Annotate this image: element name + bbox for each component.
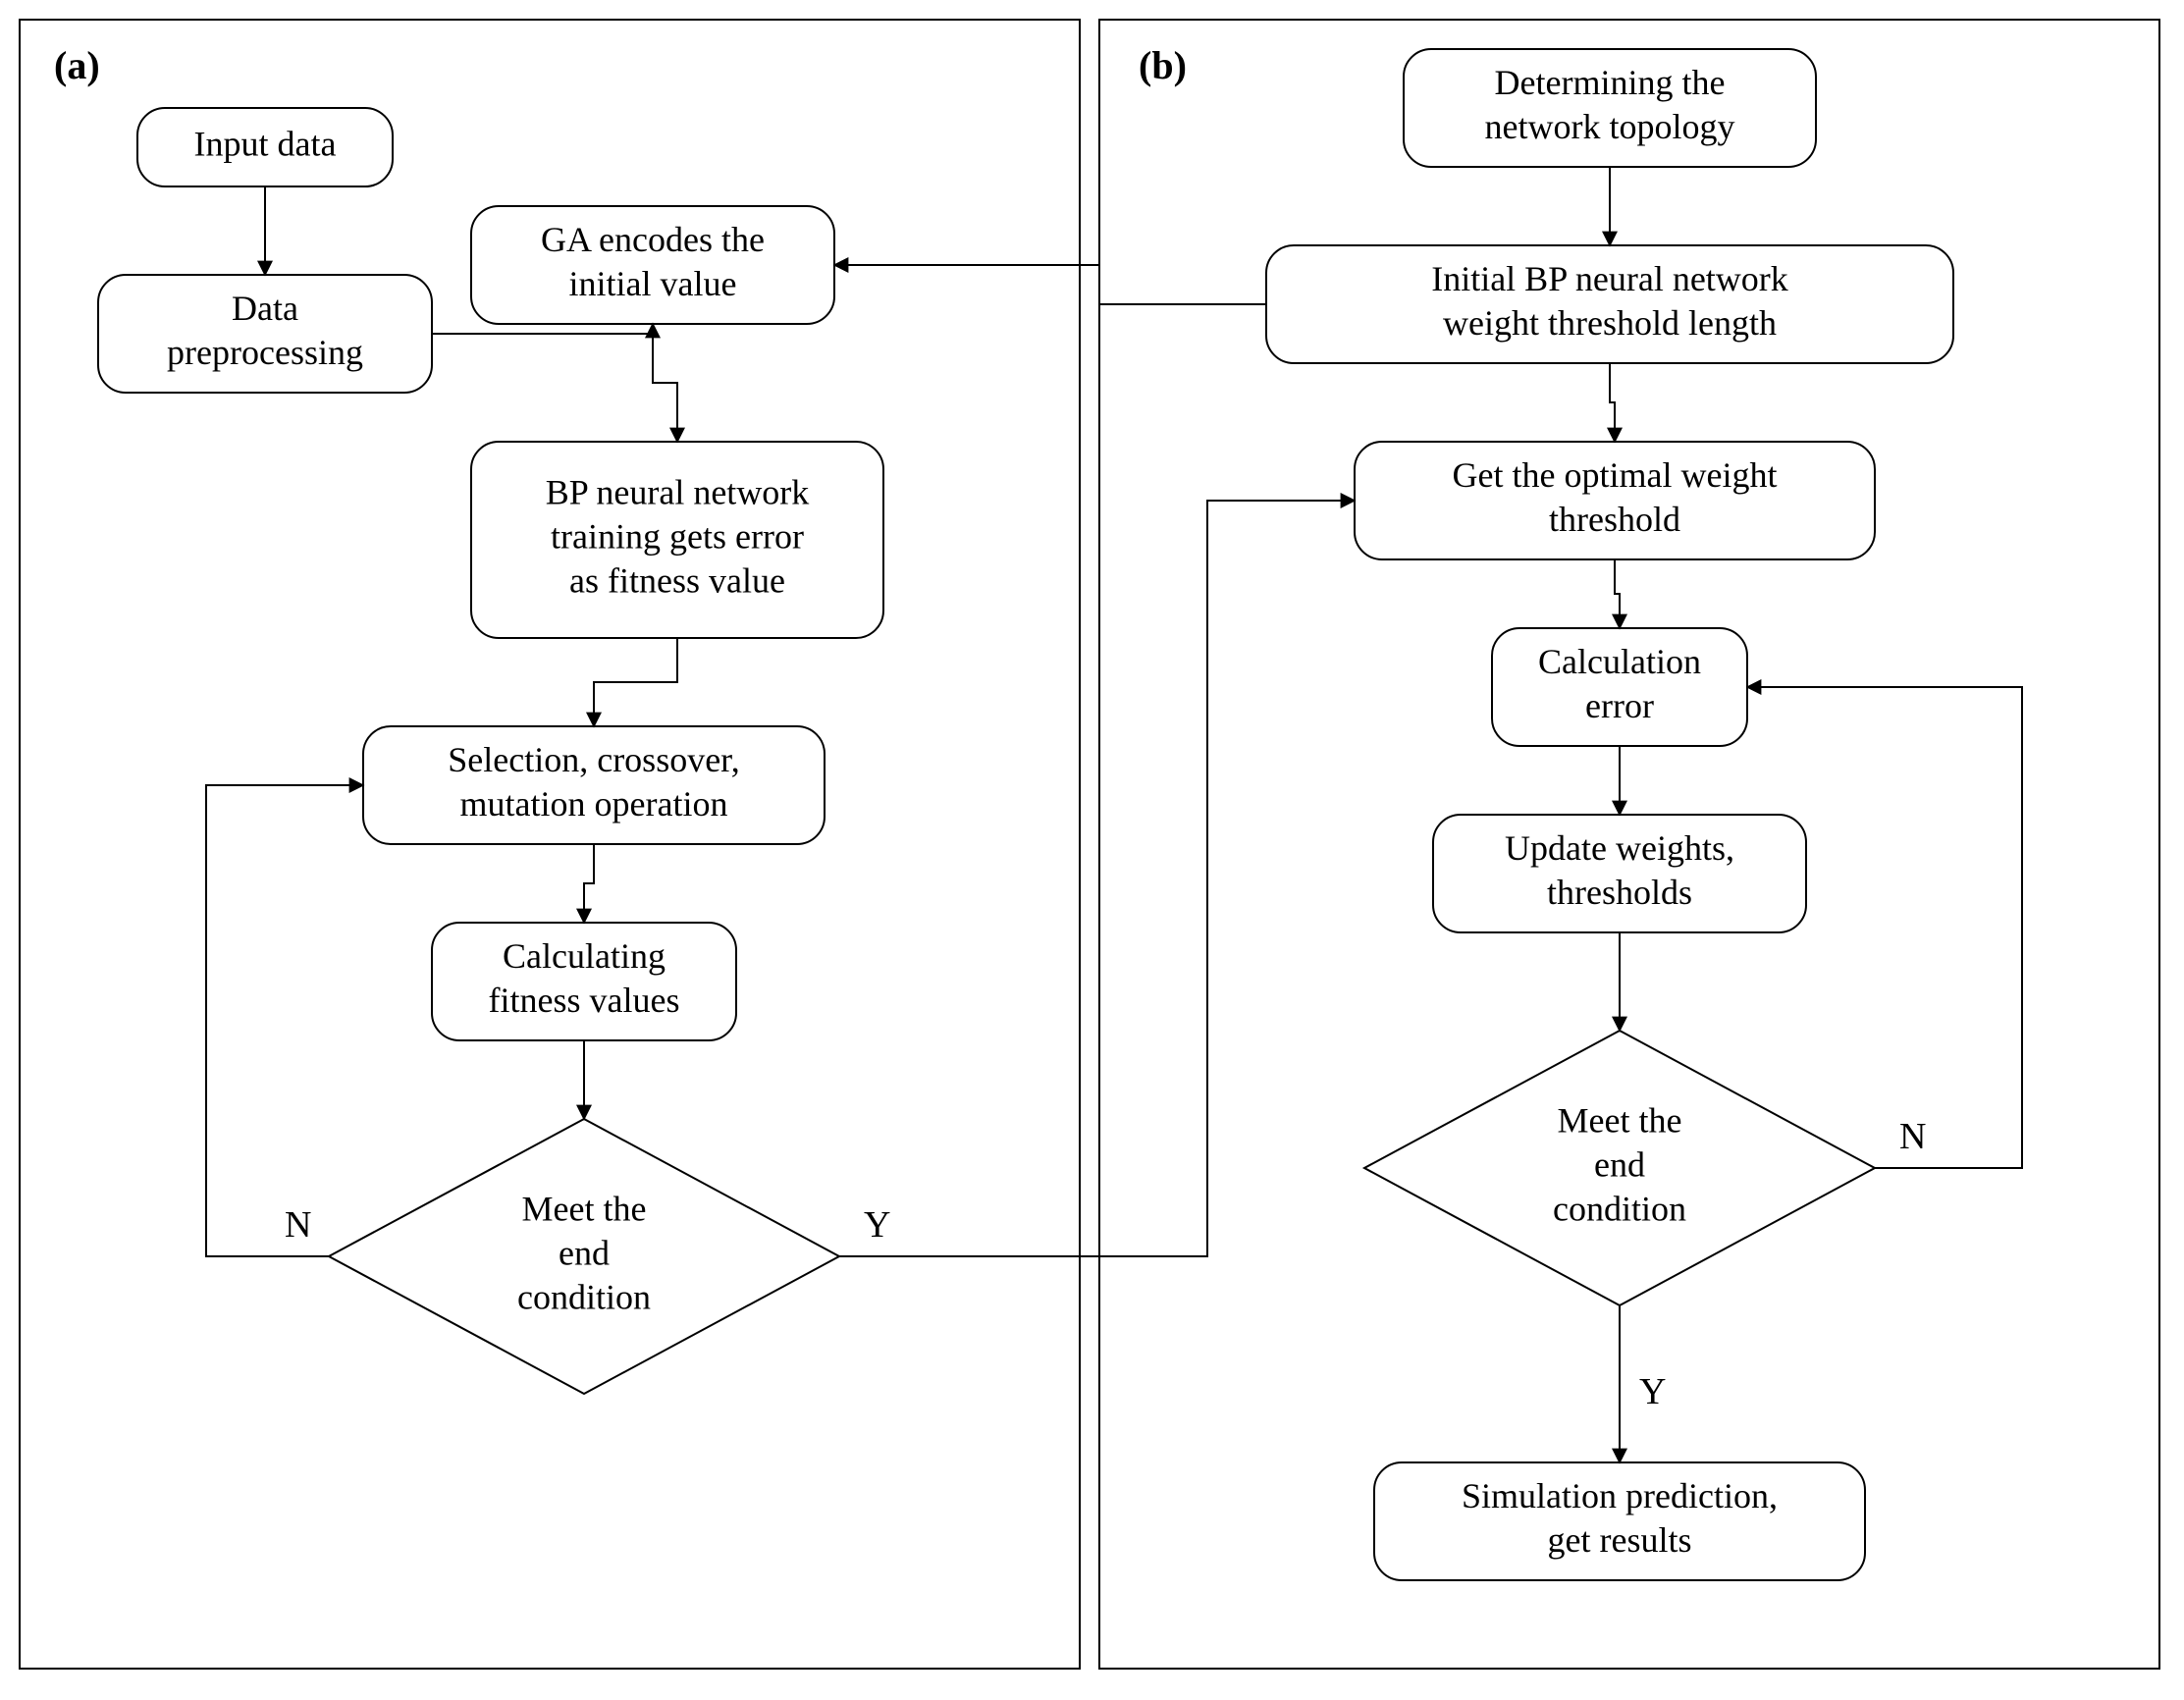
node-label-calc_fit-1: fitness values (489, 981, 680, 1020)
edge-label: Y (1639, 1371, 1666, 1412)
node-label-calc_err-1: error (1585, 686, 1654, 725)
node-sel_cross: Selection, crossover, mutation operation (363, 726, 825, 844)
node-ga_encode: GA encodes the initial value (471, 206, 834, 324)
panel-label-b: (b) (1139, 43, 1187, 87)
node-bp_train: BP neural network training gets erroras f… (471, 442, 883, 638)
node-label-sim_pred-1: get results (1548, 1520, 1692, 1560)
node-label-dec_b-0: Meet the (1558, 1100, 1682, 1140)
edge (839, 501, 1355, 1256)
node-label-sim_pred-0: Simulation prediction, (1462, 1476, 1778, 1515)
node-label-get_opt-0: Get the optimal weight (1453, 455, 1778, 495)
flowchart-svg: (a) (b) Input data Data preprocessing GA enco… (0, 0, 2184, 1700)
node-label-topology-1: network topology (1485, 107, 1735, 146)
node-label-calc_err-0: Calculation (1538, 642, 1701, 681)
node-label-bp_train-0: BP neural network (546, 472, 810, 511)
edge-label-dec_a_Y_to_opt: Y (864, 1204, 890, 1246)
node-label-bp_train-2: as fitness value (569, 560, 785, 600)
node-label-sel_cross-1: mutation operation (460, 784, 728, 823)
node-label-ga_encode-1: initial value (569, 264, 737, 303)
node-calc_err: Calculation error (1492, 628, 1747, 746)
edge (1615, 559, 1620, 628)
node-label-preproc-1: preprocessing (167, 333, 363, 372)
node-label-dec_a-2: condition (517, 1277, 651, 1316)
node-label-dec_a-1: end (559, 1233, 610, 1272)
edge-label-dec_b_N_loop: N (1899, 1116, 1926, 1157)
edge-label-dec_a_N_loop: N (285, 1204, 311, 1246)
node-label-bp_train-1: training gets error (551, 516, 804, 556)
node-dec_b: Meet theend condition (1364, 1031, 1875, 1305)
node-label-sel_cross-0: Selection, crossover, (448, 740, 739, 779)
node-init_bp: Initial BP neural network weight threshol… (1266, 245, 1953, 363)
node-label-update_w-1: thresholds (1547, 873, 1692, 912)
node-update_w: Update weights, thresholds (1433, 815, 1806, 932)
edge (653, 324, 677, 442)
node-calc_fit: Calculating fitness values (432, 923, 736, 1040)
node-label-preproc-0: Data (232, 289, 298, 328)
node-preproc: Data preprocessing (98, 275, 432, 393)
node-label-init_bp-1: weight threshold length (1443, 303, 1777, 343)
node-label-get_opt-1: threshold (1549, 500, 1680, 539)
node-sim_pred: Simulation prediction, get results (1374, 1462, 1865, 1580)
node-label-dec_b-2: condition (1553, 1189, 1686, 1228)
node-label-ga_encode-0: GA encodes the (541, 220, 765, 259)
node-get_opt: Get the optimal weight threshold (1355, 442, 1875, 559)
edge (584, 844, 594, 923)
node-topology: Determining the network topology (1404, 49, 1816, 167)
edge (206, 785, 363, 1256)
node-label-dec_b-1: end (1594, 1144, 1645, 1184)
node-label-input_data-0: Input data (194, 124, 337, 163)
node-input_data: Input data (137, 108, 393, 186)
node-label-init_bp-0: Initial BP neural network (1431, 259, 1788, 298)
edge (432, 324, 653, 334)
node-label-calc_fit-0: Calculating (503, 936, 666, 976)
node-dec_a: Meet the end condition (329, 1119, 839, 1394)
edge (834, 265, 1266, 304)
node-label-dec_a-0: Meet the (522, 1189, 647, 1228)
node-label-update_w-0: Update weights, (1505, 828, 1734, 868)
panel-label-a: (a) (54, 43, 100, 87)
node-label-topology-0: Determining the (1495, 63, 1726, 102)
edge (594, 638, 677, 726)
edge (1610, 363, 1615, 442)
